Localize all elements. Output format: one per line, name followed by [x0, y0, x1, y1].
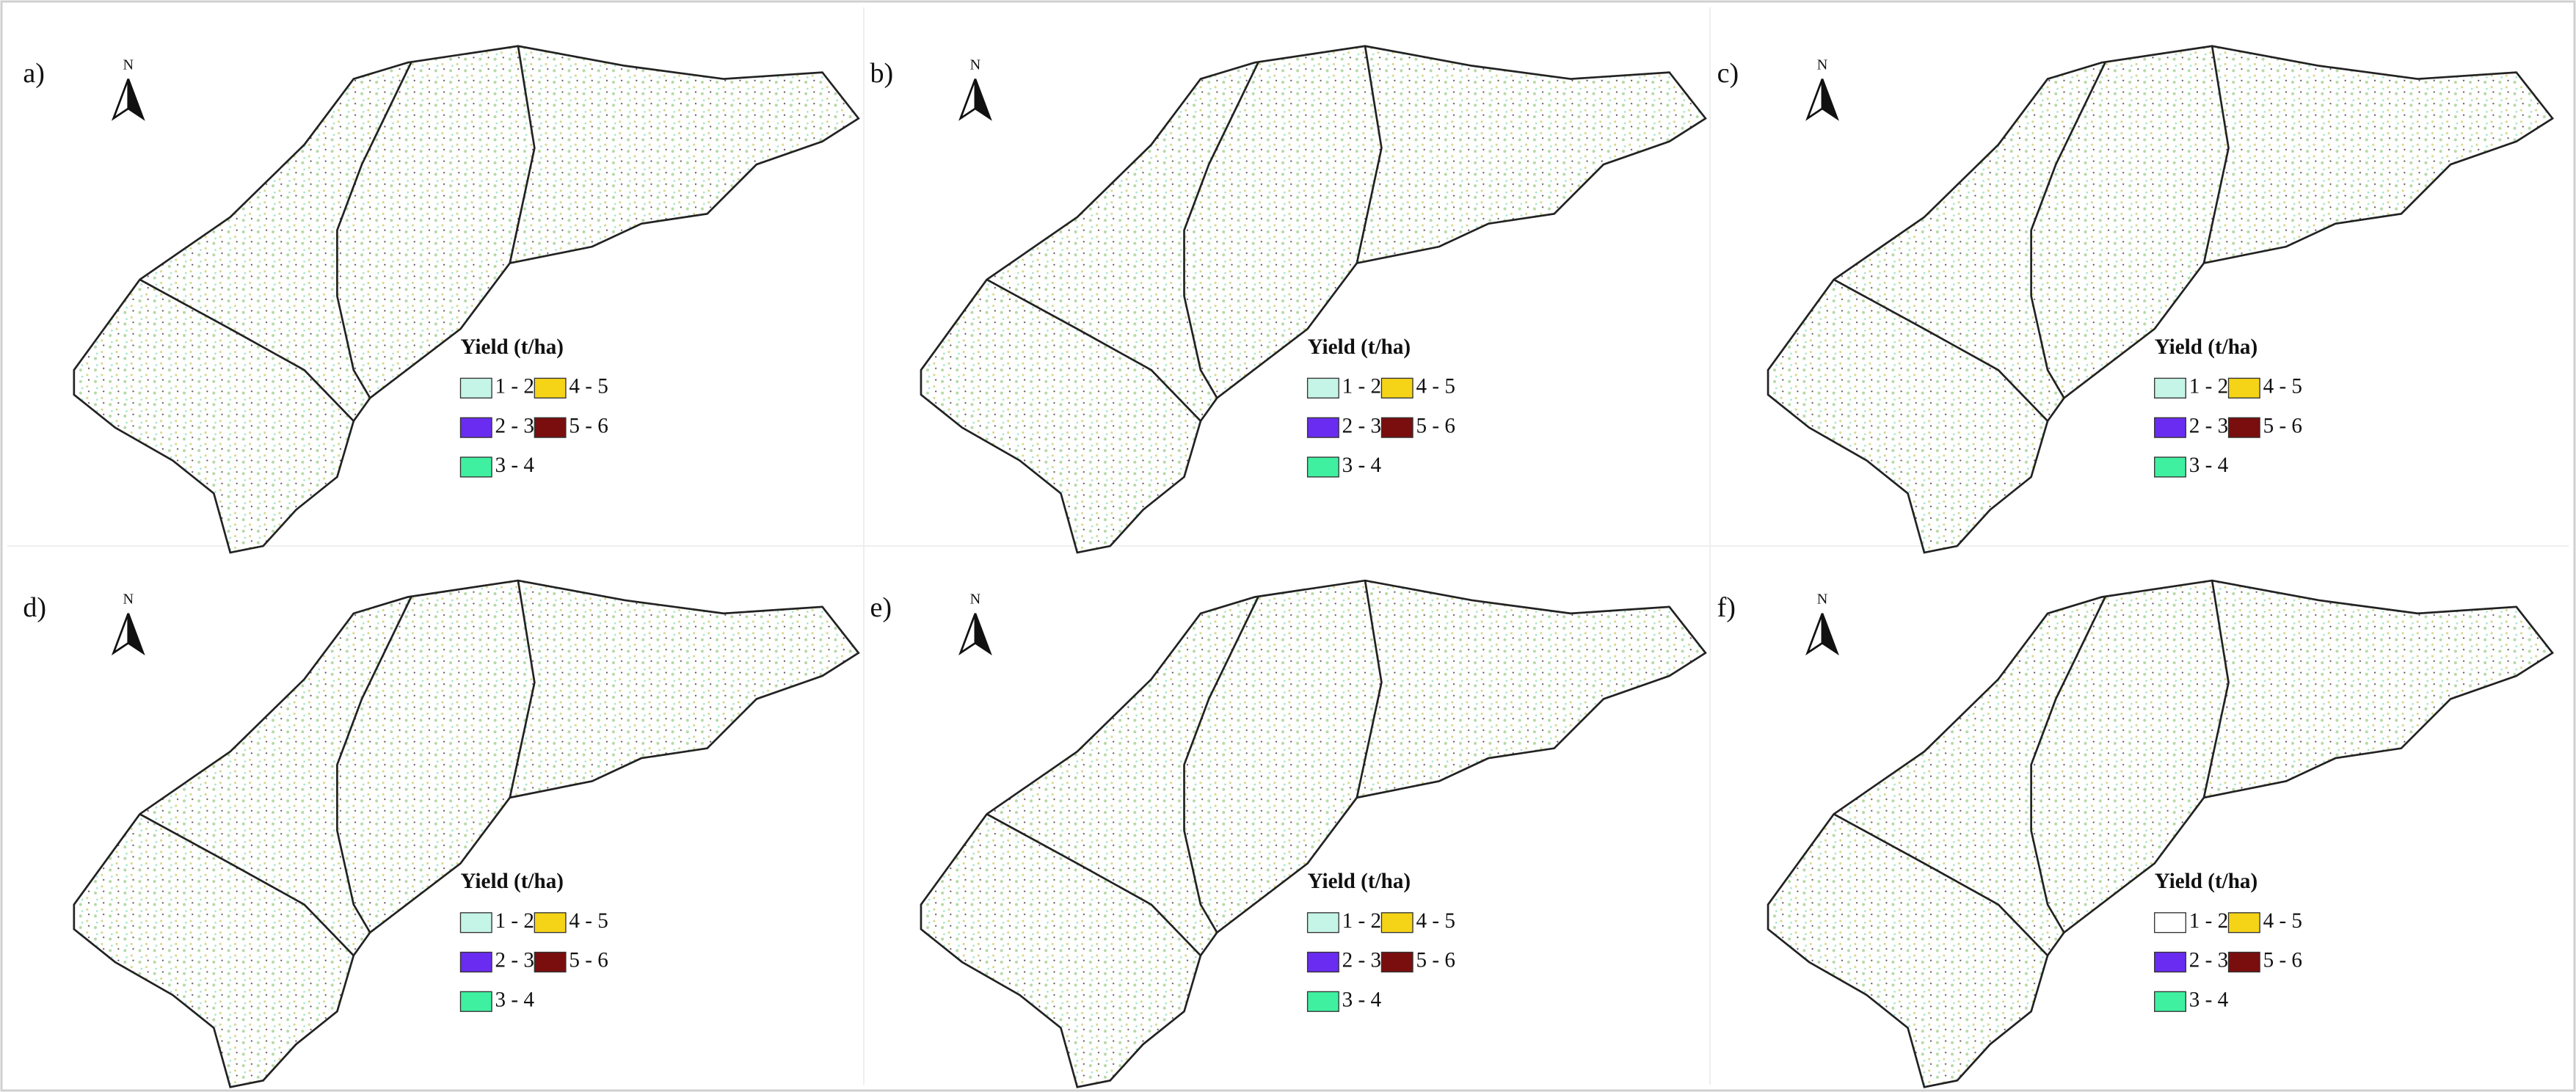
legend-label: 2 - 3	[2189, 414, 2228, 437]
legend-label: 3 - 4	[495, 454, 535, 477]
panel-label: d)	[23, 592, 46, 623]
legend-label: 2 - 3	[2189, 949, 2228, 972]
legend-swatch	[1380, 417, 1413, 438]
legend-swatch	[459, 377, 492, 398]
legend-label: 4 - 5	[1416, 375, 1455, 398]
map-panel: e) N Yield (t/ha) 1 - 2 2 - 3 3 - 4 4 - 5 5 - 6	[870, 579, 1707, 1088]
legend-label: 5 - 6	[2263, 949, 2302, 972]
legend-swatch	[534, 912, 567, 933]
legend-swatch	[2227, 377, 2260, 398]
north-label: N	[970, 592, 981, 608]
legend-swatch	[1380, 951, 1413, 973]
legend-title: Yield (t/ha)	[1308, 335, 1411, 359]
legend-swatch	[1380, 912, 1413, 933]
legend-swatch	[2227, 951, 2260, 973]
legend-swatch	[1306, 377, 1339, 398]
legend-swatch	[459, 417, 492, 438]
legend-label: 4 - 5	[2263, 909, 2302, 933]
legend-label: 1 - 2	[2189, 909, 2228, 933]
legend-label: 5 - 6	[1416, 949, 1455, 972]
map-panel: f) N Yield (t/ha) 1 - 2 2 - 3 3 - 4 4 - 5 5 - 6	[1717, 579, 2554, 1088]
legend-label: 5 - 6	[569, 949, 608, 972]
legend-swatch	[1306, 991, 1339, 1012]
panel-label: e)	[870, 592, 892, 623]
legend-label: 1 - 2	[2189, 375, 2228, 398]
legend-label: 1 - 2	[495, 375, 534, 398]
map-panel: d) N Yield (t/ha) 1 - 2 2 - 3 3 - 4 4 - 5 5 - 6	[23, 579, 860, 1088]
legend-label: 1 - 2	[1342, 375, 1381, 398]
legend-label: 5 - 6	[1416, 414, 1455, 437]
legend-title: Yield (t/ha)	[460, 870, 564, 893]
legend-label: 2 - 3	[1342, 414, 1381, 437]
north-label: N	[1817, 57, 1828, 73]
legend-swatch	[2154, 417, 2186, 438]
north-label: N	[123, 592, 134, 608]
panel-label: f)	[1717, 592, 1736, 623]
panel-label: b)	[870, 58, 893, 89]
legend-swatch	[459, 456, 492, 478]
legend-title: Yield (t/ha)	[2155, 870, 2258, 893]
legend-label: 4 - 5	[2263, 375, 2302, 398]
legend-label: 4 - 5	[1416, 909, 1455, 933]
map-panel: c) N Yield (t/ha) 1 - 2 2 - 3 3 - 4 4 - 5 5 - 6	[1717, 45, 2554, 554]
legend-label: 3 - 4	[2189, 988, 2229, 1011]
legend-label: 5 - 6	[569, 414, 608, 437]
legend-swatch	[1306, 456, 1339, 478]
map-panel: b) N Yield (t/ha) 1 - 2 2 - 3 3 - 4 4 - 5 5 - 6	[870, 45, 1707, 554]
map-panel: a) N Yield (t/ha) 1 - 2 2 - 3 3 - 4 4 - 5 5 - 6	[23, 45, 860, 554]
legend-label: 5 - 6	[2263, 414, 2302, 437]
legend-swatch	[2154, 991, 2186, 1012]
legend-swatch	[459, 951, 492, 973]
legend-swatch	[534, 377, 567, 398]
legend-label: 3 - 4	[2189, 454, 2229, 477]
legend-swatch	[1306, 951, 1339, 973]
legend-swatch	[2227, 417, 2260, 438]
legend-swatch	[534, 951, 567, 973]
panel-label: a)	[23, 58, 45, 89]
legend-label: 2 - 3	[1342, 949, 1381, 972]
panel-label: c)	[1717, 58, 1739, 89]
legend-swatch	[2154, 456, 2186, 478]
legend-title: Yield (t/ha)	[1308, 870, 1411, 893]
legend-label: 4 - 5	[569, 909, 608, 933]
legend-label: 1 - 2	[495, 909, 534, 933]
north-label: N	[123, 57, 134, 73]
legend-title: Yield (t/ha)	[460, 335, 564, 359]
north-label: N	[970, 57, 981, 73]
legend-swatch	[534, 417, 567, 438]
legend-swatch	[459, 912, 492, 933]
legend-swatch	[459, 991, 492, 1012]
legend-title: Yield (t/ha)	[2155, 335, 2258, 359]
legend-swatch	[1306, 417, 1339, 438]
legend-swatch	[2154, 951, 2186, 973]
legend-swatch	[1380, 377, 1413, 398]
legend-label: 3 - 4	[1342, 454, 1382, 477]
legend-label: 4 - 5	[569, 375, 608, 398]
legend-swatch	[2154, 377, 2186, 398]
legend-swatch	[2227, 912, 2260, 933]
legend-swatch	[2154, 912, 2186, 933]
legend-label: 3 - 4	[495, 988, 535, 1011]
legend-swatch	[1306, 912, 1339, 933]
legend-label: 2 - 3	[495, 949, 534, 972]
legend-label: 2 - 3	[495, 414, 534, 437]
legend-label: 1 - 2	[1342, 909, 1381, 933]
north-label: N	[1817, 592, 1828, 608]
legend-label: 3 - 4	[1342, 988, 1382, 1011]
